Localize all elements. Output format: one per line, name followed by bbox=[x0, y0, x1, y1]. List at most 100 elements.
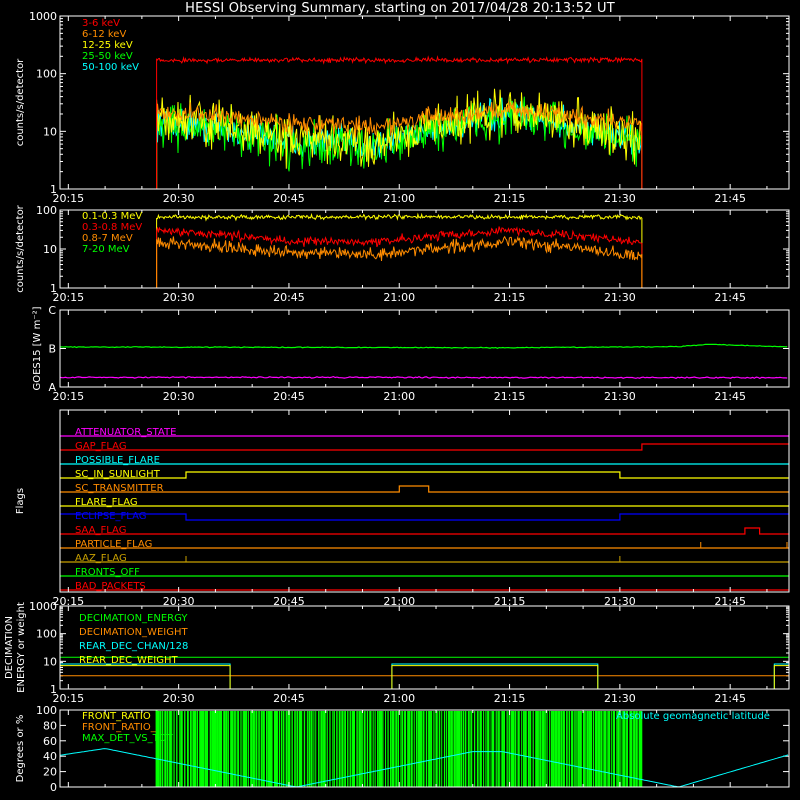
y-tick-label: 1000 bbox=[29, 600, 57, 613]
panel-frame bbox=[59, 309, 790, 388]
x-tick-label: 20:30 bbox=[163, 692, 195, 705]
y-tick-label: 60 bbox=[43, 735, 57, 748]
x-tick-label: 20:15 bbox=[52, 291, 84, 304]
panel-low-energy: 1 10 100 1000 20:15 20:30 20:45 21:00 21:15 21:30… bbox=[15, 10, 790, 205]
x-tick-label: 20:45 bbox=[273, 291, 305, 304]
y-tick-label: 1 bbox=[50, 183, 57, 196]
legend-entry: DECIMATION_WEIGHT bbox=[79, 627, 188, 638]
legend-entry: REAR_DEC_CHAN/128 bbox=[79, 641, 188, 652]
y-tick-label: 10 bbox=[43, 655, 57, 668]
flag-label: PARTICLE_FLAG bbox=[75, 539, 152, 550]
flag-label: BAD_PACKETS bbox=[75, 581, 146, 592]
flag-label: ATTENUATOR_STATE bbox=[75, 427, 176, 438]
series-line bbox=[61, 55, 788, 190]
y-tick-label: 20 bbox=[43, 766, 57, 779]
panel-frame bbox=[59, 209, 790, 289]
series-line bbox=[61, 88, 788, 190]
y-tick-label: 100 bbox=[36, 704, 57, 717]
panel-flags: ATTENUATOR_STATE GAP_FLAG POSSIBLE_FLARE SC… bbox=[15, 409, 790, 608]
flag-label: SAA_FLAG bbox=[75, 525, 126, 536]
x-tick-label: 21:15 bbox=[494, 192, 526, 205]
y-tick-label: B bbox=[48, 343, 56, 356]
legend-entry: Absolute geomagnetic latitude bbox=[616, 711, 770, 722]
x-tick-label: 21:30 bbox=[604, 692, 636, 705]
y-tick-label: 1 bbox=[50, 282, 57, 295]
x-tick-label: 20:30 bbox=[163, 595, 195, 608]
panel-ratios: 0 20 40 60 80 100 Degrees or % FRONT_RATIOFRONT… bbox=[15, 704, 790, 794]
y-tick-label: 100 bbox=[36, 204, 57, 217]
page-title: HESSI Observing Summary, starting on 201… bbox=[185, 1, 615, 16]
series-line bbox=[61, 96, 788, 190]
x-tick-label: 21:45 bbox=[714, 192, 746, 205]
series-line bbox=[60, 665, 789, 690]
flag-label: AAZ_FLAG bbox=[75, 553, 127, 564]
panel-decimation: 1 10 100 1000 20:15 20:30 20:45 21:00 21:15 21:30… bbox=[4, 600, 790, 705]
y-tick-label: A bbox=[48, 381, 56, 394]
y-tick-label: 10 bbox=[43, 243, 57, 256]
legend-entry: REAR_DEC_WEIGHT bbox=[79, 655, 178, 666]
x-tick-label: 21:45 bbox=[714, 595, 746, 608]
panel-frame bbox=[59, 605, 790, 690]
flag-label: POSSIBLE_FLARE bbox=[75, 455, 160, 466]
x-tick-label: 21:15 bbox=[494, 291, 526, 304]
legend-entry: 25-50 keV bbox=[82, 51, 133, 62]
legend-entry: FRONT_RATIO_ bbox=[82, 722, 157, 733]
legend-entry: MAX_DET_VS_TOT bbox=[82, 733, 174, 744]
legend-entry: DECIMATION_ENERGY bbox=[79, 613, 188, 624]
x-tick-label: 21:00 bbox=[383, 192, 415, 205]
x-tick-label: 21:15 bbox=[494, 595, 526, 608]
y-axis-label: DECIMATION bbox=[4, 616, 15, 679]
series-line bbox=[60, 663, 789, 690]
y-tick-label: 40 bbox=[43, 750, 57, 763]
x-tick-label: 21:30 bbox=[604, 192, 636, 205]
panel-frame bbox=[59, 15, 790, 190]
x-tick-label: 20:30 bbox=[163, 192, 195, 205]
flag-label: ECLIPSE_FLAG bbox=[75, 511, 146, 522]
y-axis-label: Flags bbox=[15, 488, 26, 514]
y-tick-label: 100 bbox=[36, 68, 57, 81]
x-tick-label: 20:30 bbox=[163, 390, 195, 403]
panel-frame bbox=[59, 409, 790, 593]
x-tick-label: 21:15 bbox=[494, 692, 526, 705]
series-line bbox=[61, 101, 788, 190]
x-tick-label: 21:00 bbox=[383, 595, 415, 608]
y-tick-label: 80 bbox=[43, 719, 57, 732]
y-axis-label: GOES15 [W m⁻²] bbox=[32, 306, 43, 390]
legend-entry: 6-12 keV bbox=[82, 29, 126, 40]
y-axis-label: Degrees or % bbox=[15, 715, 26, 783]
legend-entry: FRONT_RATIO bbox=[82, 711, 151, 722]
x-tick-label: 21:00 bbox=[383, 291, 415, 304]
x-tick-label: 21:00 bbox=[383, 692, 415, 705]
flag-label: SC_TRANSMITTER bbox=[75, 483, 164, 494]
flag-label: GAP_FLAG bbox=[75, 441, 127, 452]
x-tick-label: 20:15 bbox=[52, 192, 84, 205]
legend-entry: 3-6 keV bbox=[82, 18, 120, 29]
panel-frame bbox=[59, 709, 790, 788]
panel-high-energy: 1 10 100 20:15 20:30 20:45 21:00 21:15 21:30 21:4… bbox=[15, 204, 790, 304]
flag-line bbox=[60, 485, 789, 493]
legend-entry: 0.1-0.3 MeV bbox=[82, 211, 142, 222]
flag-label: SC_IN_SUNLIGHT bbox=[75, 469, 161, 480]
series-line bbox=[61, 226, 788, 289]
x-tick-label: 20:45 bbox=[273, 390, 305, 403]
flag-label: FRONTS_OFF bbox=[75, 567, 140, 578]
y-tick-label: 1 bbox=[50, 683, 57, 696]
legend-entry: 0.3-0.8 MeV bbox=[82, 222, 142, 233]
legend-entry: 50-100 keV bbox=[82, 62, 139, 73]
x-tick-label: 21:00 bbox=[383, 390, 415, 403]
flag-line bbox=[60, 443, 789, 451]
x-tick-label: 20:15 bbox=[52, 692, 84, 705]
x-tick-label: 20:45 bbox=[273, 192, 305, 205]
x-tick-label: 21:45 bbox=[714, 692, 746, 705]
x-tick-label: 20:45 bbox=[273, 692, 305, 705]
x-tick-label: 21:30 bbox=[604, 390, 636, 403]
x-tick-label: 20:15 bbox=[52, 595, 84, 608]
y-axis-label: ENERGY or weight bbox=[16, 602, 27, 693]
flag-line bbox=[60, 527, 789, 535]
y-tick-label: 1000 bbox=[29, 10, 57, 23]
latitude-line bbox=[59, 748, 789, 788]
x-tick-label: 21:45 bbox=[714, 291, 746, 304]
x-tick-label: 20:15 bbox=[52, 390, 84, 403]
